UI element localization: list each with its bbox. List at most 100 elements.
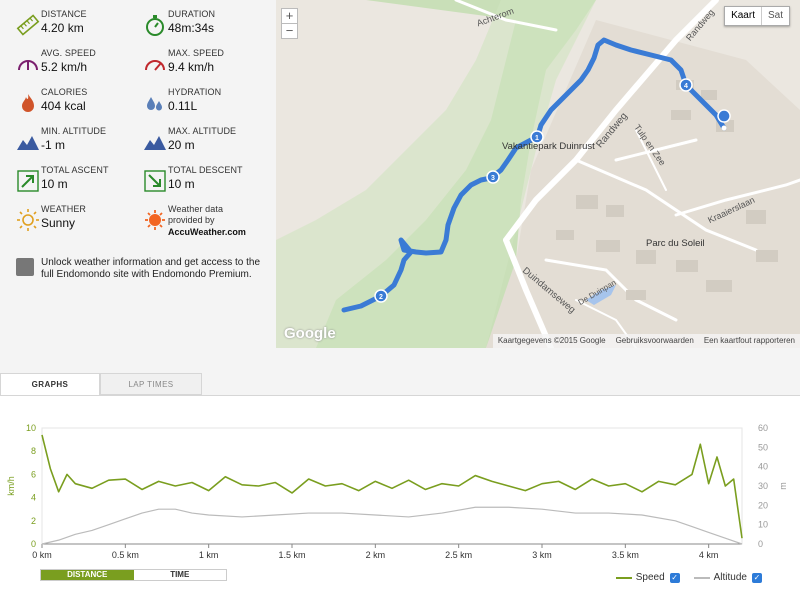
sun-icon [17, 209, 39, 231]
legend-altitude-swatch [693, 576, 710, 579]
map-type-kaart-button[interactable]: Kaart [731, 10, 755, 21]
stat-label: MAX. SPEED [168, 48, 225, 58]
x-tick-label: 3 km [532, 550, 552, 560]
stat-total-ascent: TOTAL ASCENT 10 m [16, 165, 141, 201]
stat-max-altitude: MAX. ALTITUDE 20 m [143, 126, 268, 162]
ruler-icon [16, 14, 40, 36]
stat-duration: DURATION 48m:34s [143, 9, 268, 45]
stat-value: 20 m [168, 138, 195, 152]
map-attribution-bar: Kaartgegevens ©2015 Google Gebruiksvoorw… [492, 334, 800, 348]
droplets-icon [147, 97, 162, 111]
map-attribution: Kaartgegevens ©2015 Google [497, 336, 606, 345]
zoom-out-button[interactable]: − [281, 23, 298, 39]
stat-weather: WEATHER Sunny [16, 204, 141, 240]
legend-speed-label: Speed [635, 572, 665, 583]
y-left-tick-label: 4 [31, 493, 36, 503]
stat-value: -1 m [41, 138, 65, 152]
x-axis-toggle: DISTANCE TIME [40, 569, 227, 581]
y-right-tick-label: 20 [758, 500, 768, 510]
stat-max-speed: MAX. SPEED 9.4 km/h [143, 48, 268, 84]
stopwatch-icon [146, 15, 164, 36]
stat-value: 9.4 km/h [168, 60, 215, 74]
weather-credit-line2: provided by [168, 215, 215, 225]
google-logo: Google [284, 325, 336, 342]
legend-altitude-checkbox[interactable]: ✓ [752, 572, 762, 583]
stat-label: CALORIES [41, 87, 88, 97]
toggle-distance-button[interactable]: DISTANCE [41, 570, 134, 580]
stat-value: 4.20 km [41, 21, 84, 35]
premium-icon [16, 258, 34, 276]
weather-credit[interactable]: Weather data provided by AccuWeather.com [143, 204, 268, 244]
speedometer-icon [18, 60, 38, 71]
speedometer-max-icon [145, 60, 165, 71]
route-map[interactable]: 1 2 3 4 Achterom Randweg Randweg Vakanti… [276, 0, 800, 348]
weather-credit-brand[interactable]: AccuWeather.com [168, 227, 246, 237]
y-right-tick-label: 50 [758, 442, 768, 452]
stat-value: 10 m [168, 177, 195, 191]
tab-lap-times[interactable]: LAP TIMES [100, 373, 202, 395]
series-altitude-line [41, 506, 743, 545]
flame-icon [22, 94, 34, 112]
accuweather-logo-icon [145, 210, 165, 230]
series-speed-line [41, 434, 743, 539]
stats-panel: DISTANCE 4.20 km DURATION 48m:34s AVG. S… [0, 0, 270, 360]
toggle-time-button[interactable]: TIME [133, 570, 226, 580]
y-left-tick-label: 6 [31, 469, 36, 479]
stat-label: TOTAL DESCENT [168, 165, 243, 175]
stat-value: 0.11L [168, 99, 198, 113]
stat-label: MAX. ALTITUDE [168, 126, 237, 136]
map-label-vakantiepark: Vakantiepark Duinrust [502, 141, 595, 152]
stat-value: Sunny [41, 216, 76, 230]
x-tick-label: 0 km [32, 550, 52, 560]
y-axis-left-label: km/h [6, 476, 16, 496]
legend-speed-checkbox[interactable]: ✓ [669, 572, 680, 583]
y-axis-right-label: m [778, 482, 788, 490]
stat-value: 404 kcal [41, 99, 86, 113]
map-canvas[interactable]: 1 2 3 4 [276, 0, 800, 348]
chart-legend: Speed ✓ Altitude ✓ [606, 572, 762, 583]
terms-link[interactable]: Gebruiksvoorwaarden [615, 336, 694, 345]
mountain-max-icon [144, 136, 166, 150]
weather-credit-line1: Weather data [168, 204, 224, 214]
marker-label: 1 [535, 135, 539, 142]
graph-tabs: GRAPHS LAP TIMES [0, 373, 800, 395]
stat-label: DURATION [168, 9, 216, 19]
stat-value: 48m:34s [168, 21, 215, 35]
tab-graphs[interactable]: GRAPHS [0, 373, 100, 395]
x-tick-label: 1.5 km [278, 550, 305, 560]
x-tick-label: 4 km [699, 550, 719, 560]
marker-label: 3 [491, 175, 495, 182]
stat-label: AVG. SPEED [41, 48, 96, 58]
zoom-in-button[interactable]: + [281, 8, 298, 24]
stat-min-altitude: MIN. ALTITUDE -1 m [16, 126, 141, 162]
x-tick-label: 3.5 km [612, 550, 639, 560]
route-markers [374, 78, 731, 303]
y-left-tick-label: 2 [31, 516, 36, 526]
x-tick-label: 2.5 km [445, 550, 472, 560]
arrow-up-right-icon [17, 170, 39, 192]
stat-label: TOTAL ASCENT [41, 165, 109, 175]
legend-altitude-label: Altitude [713, 572, 747, 583]
y-right-tick-label: 40 [758, 462, 768, 472]
arrow-down-right-icon [144, 170, 166, 192]
unlock-text[interactable]: Unlock weather information and get acces… [41, 257, 261, 280]
speed-altitude-chart[interactable]: 0 2 4 6 8 10 0 10 20 30 40 50 60 0 km 0.5 km 1 km 1.5 … [0, 396, 800, 566]
stat-distance: DISTANCE 4.20 km [16, 9, 141, 45]
y-right-tick-label: 30 [758, 481, 768, 491]
x-tick-label: 0.5 km [112, 550, 139, 560]
stat-label: WEATHER [41, 204, 87, 214]
y-right-tick-label: 0 [758, 539, 763, 549]
report-link[interactable]: Een kaartfout rapporteren [703, 336, 795, 345]
route-line [341, 37, 727, 313]
stat-value: 5.2 km/h [41, 60, 88, 74]
stat-value: 10 m [41, 177, 68, 191]
stat-hydration: HYDRATION 0.11L [143, 87, 268, 123]
stat-label: DISTANCE [41, 9, 87, 19]
stat-label: MIN. ALTITUDE [41, 126, 107, 136]
y-left-tick-label: 8 [31, 446, 36, 456]
stat-total-descent: TOTAL DESCENT 10 m [143, 165, 268, 201]
map-type-sat-button[interactable]: Sat [760, 7, 789, 25]
map-type-control: Kaart Sat [724, 6, 790, 26]
y-right-tick-label: 60 [758, 423, 768, 433]
graph-panel: 0 2 4 6 8 10 0 10 20 30 40 50 60 0 km 0.5 km 1 km 1.5 … [0, 395, 800, 595]
